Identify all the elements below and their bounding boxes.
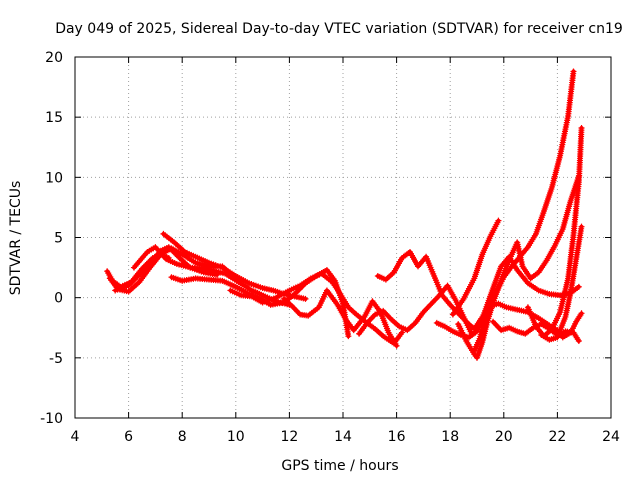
axis-ticks: 4 6 8 10 12 14 16 18 20 22 24 -10 -5 0 5 10 15 20 (40, 50, 620, 445)
x-tick-label: 24 (602, 429, 620, 445)
series-track-7 (227, 270, 405, 347)
series-track-12 (455, 68, 577, 361)
y-tick-label: 10 (45, 170, 63, 186)
data-point (575, 337, 582, 344)
y-axis-title: SDTVAR / TECUs (8, 181, 24, 296)
series-track-4 (130, 244, 293, 308)
data-point (345, 333, 352, 340)
data-point (570, 68, 577, 75)
x-tick-label: 12 (280, 429, 298, 445)
x-tick-label: 18 (441, 429, 459, 445)
y-tick-label: 15 (45, 110, 63, 126)
series-track-16 (538, 223, 585, 343)
y-tick-label: 20 (45, 50, 63, 66)
data-point (578, 223, 585, 230)
y-tick-label: 0 (54, 291, 63, 307)
series-track-17 (551, 310, 585, 341)
x-tick-label: 20 (495, 429, 513, 445)
series-track-15 (524, 124, 585, 340)
series-track-18 (449, 217, 502, 318)
x-tick-label: 6 (124, 429, 133, 445)
data-point (398, 329, 405, 336)
series-track-11 (433, 253, 582, 341)
series-track-13 (471, 173, 582, 354)
grid (75, 57, 611, 418)
y-tick-label: -10 (40, 411, 63, 427)
data-point (302, 295, 309, 302)
x-tick-label: 16 (388, 429, 406, 445)
x-tick-label: 4 (71, 429, 80, 445)
x-tick-label: 22 (548, 429, 566, 445)
y-tick-label: 5 (54, 231, 63, 247)
data-point (578, 124, 585, 131)
data-point (578, 310, 585, 317)
plot-area (104, 68, 585, 361)
data-point (495, 217, 502, 224)
x-axis-title: GPS time / hours (281, 458, 398, 474)
data-point (575, 283, 582, 290)
y-tick-label: -5 (49, 351, 63, 367)
x-tick-label: 14 (334, 429, 352, 445)
x-tick-label: 8 (178, 429, 187, 445)
data-point (393, 342, 400, 349)
x-tick-label: 10 (227, 429, 245, 445)
series-track-3 (112, 244, 221, 294)
chart-title: Day 049 of 2025, Sidereal Day-to-day VTE… (55, 21, 623, 37)
series-line (456, 69, 576, 360)
